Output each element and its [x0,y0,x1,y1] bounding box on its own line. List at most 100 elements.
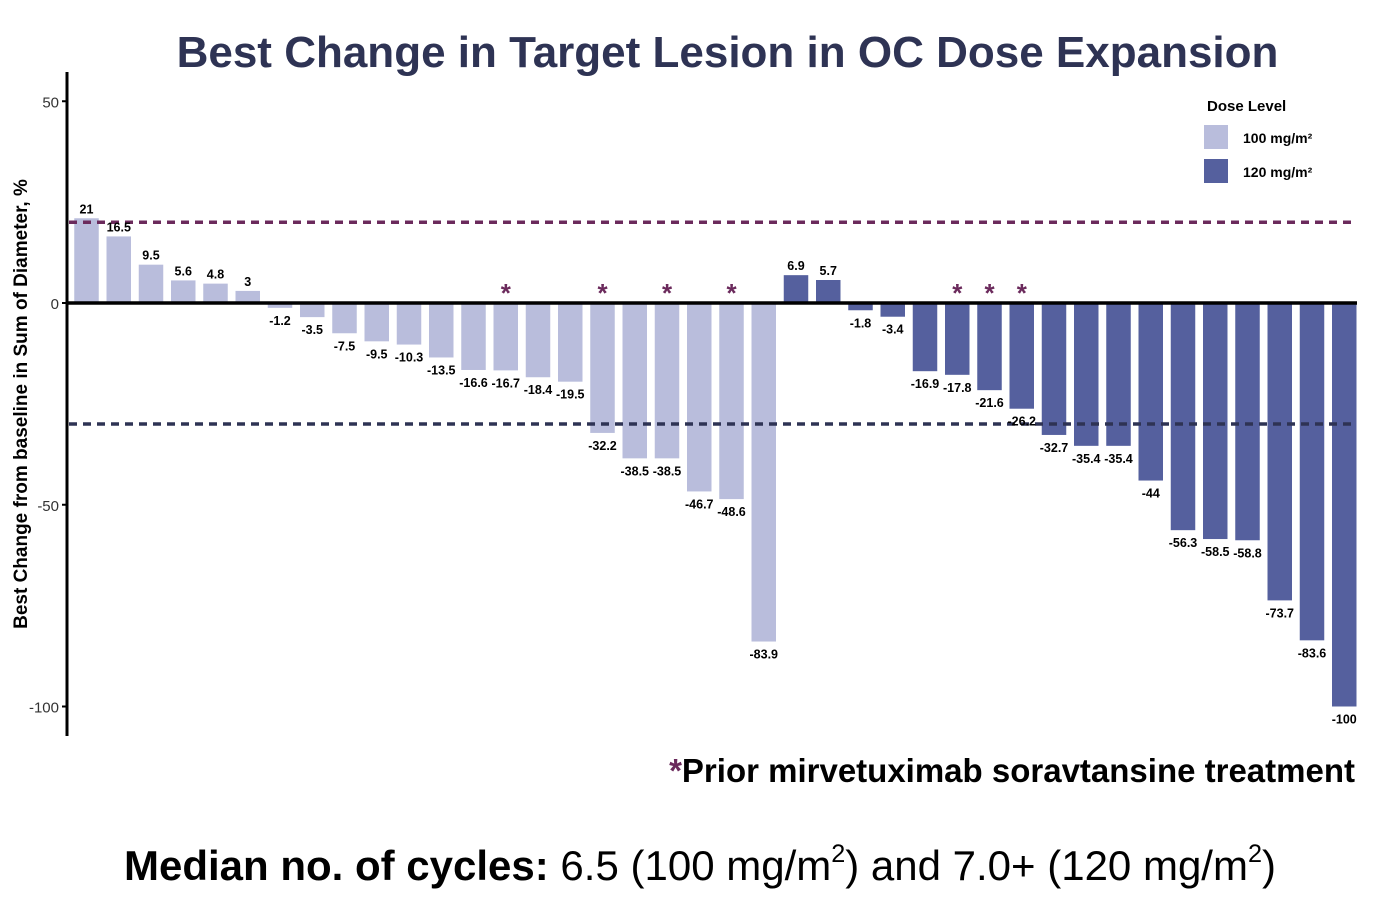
bar [396,303,422,345]
data-label: 9.5 [142,249,159,263]
bar [74,218,99,303]
bar [1170,303,1196,531]
y-tick-label: 0 [51,296,59,313]
data-label: -10.3 [395,351,424,365]
data-label: -38.5 [653,464,682,478]
data-label: 5.7 [820,264,837,278]
data-label: 6.9 [787,259,804,273]
bar [235,290,260,303]
y-tick-label: -100 [29,700,59,717]
data-label: -21.6 [975,396,1004,410]
data-label: -32.7 [1040,441,1069,455]
prior-treatment-star: * [952,278,963,308]
data-label: -26.2 [1008,415,1037,429]
bar [1009,303,1034,409]
data-label: -35.4 [1072,452,1101,466]
bar [848,303,873,311]
bar [106,236,131,303]
prior-treatment-star: * [597,278,608,308]
bar [977,303,1002,391]
bar [622,303,647,459]
data-label: -16.7 [492,376,521,390]
data-label: -73.7 [1266,606,1295,620]
bar [1267,303,1292,601]
bar [1041,303,1067,435]
bar [1138,303,1163,481]
footnote-star: * [669,752,682,789]
y-axis-title: Best Change from baseline in Sum of Diam… [11,179,32,629]
median-sup-2: 2 [1247,840,1262,868]
data-label: -3.5 [301,323,323,337]
data-label: -16.9 [911,377,940,391]
waterfall-chart: 50 0 -50 -100 Best Change from baseline in S… [11,72,1357,736]
prior-treatment-star: * [984,278,995,308]
legend-title: Dose Level [1207,98,1286,115]
data-label: -58.8 [1233,546,1262,560]
median-text-3: ) [1261,842,1276,889]
data-label: -83.9 [750,648,779,662]
data-label: -17.8 [943,381,972,395]
bar [1106,303,1131,446]
bar [1074,303,1099,446]
prior-treatment-star: * [662,278,673,308]
data-label: -19.5 [556,388,585,402]
bar [203,283,228,303]
footnote-text: Prior mirvetuximab soravtansine treatmen… [681,752,1355,789]
bar [461,303,486,370]
data-label: 21 [80,202,94,216]
data-label: -32.2 [588,439,617,453]
bar [429,303,454,358]
prior-treatment-star: * [501,278,512,308]
bar [558,303,583,382]
median-text-2: ) and 7.0+ (120 mg/m [845,842,1248,889]
bar [493,303,518,371]
median-sup-1: 2 [831,840,846,868]
data-label: -1.8 [850,316,872,330]
y-tick-label: 50 [42,94,59,111]
bar [880,303,905,317]
median-text-1: 6.5 (100 mg/m [548,842,832,889]
data-label: -38.5 [621,464,650,478]
bar [783,275,809,303]
data-label: 3 [244,275,251,289]
y-tick-label: -50 [37,498,59,515]
data-label: -46.7 [685,497,714,511]
legend-swatch [1204,159,1228,183]
bar [751,303,776,642]
bar [1235,303,1260,541]
bar [525,303,551,378]
data-label: -58.5 [1201,545,1230,559]
bar [332,303,357,334]
bar [912,303,938,372]
data-label: 4.8 [207,268,224,282]
prior-treatment-star: * [726,278,737,308]
data-label: -3.4 [882,323,904,337]
legend-swatch [1204,125,1228,149]
bar [816,280,841,303]
data-label: -7.5 [334,339,356,353]
data-label: -13.5 [427,363,456,377]
bar [945,303,970,375]
data-label: -83.6 [1298,646,1327,660]
data-label: -9.5 [366,347,388,361]
data-label: -1.2 [269,314,291,328]
data-label: -48.6 [717,505,746,519]
median-cycles: Median no. of cycles: 6.5 (100 mg/m2) an… [0,840,1377,890]
bar [1299,303,1325,641]
bar [138,264,164,303]
bar [1332,303,1357,707]
data-label: -44 [1142,487,1160,501]
bar [300,303,325,318]
data-label: -18.4 [524,383,553,397]
legend-label: 100 mg/m² [1243,130,1313,146]
footnote: *Prior mirvetuximab soravtansine treatme… [669,752,1355,790]
bar [1203,303,1228,540]
data-label: 5.6 [175,264,192,278]
bar [171,280,196,303]
bar [590,303,615,433]
data-label: -56.3 [1169,536,1198,550]
data-label: -100 [1332,713,1357,727]
bar [719,303,744,500]
data-label: -16.6 [459,376,488,390]
median-label: Median no. of cycles: [124,842,549,889]
